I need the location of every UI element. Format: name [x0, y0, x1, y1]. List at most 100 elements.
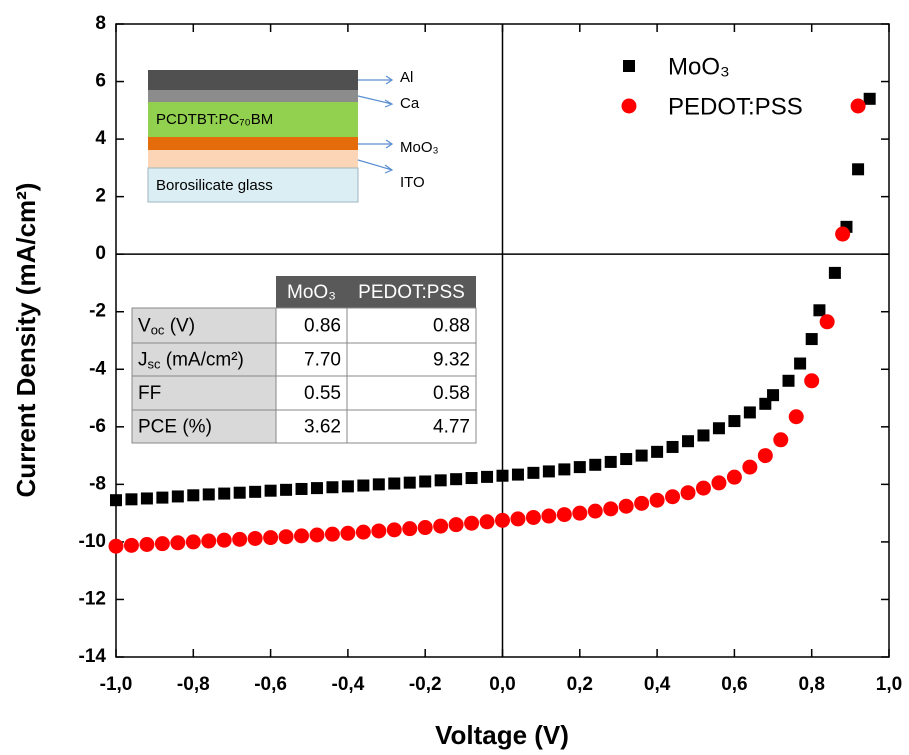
y-tick-label: 6 — [95, 71, 106, 92]
point — [511, 468, 524, 481]
point — [123, 537, 139, 553]
table-label-cell — [131, 307, 277, 344]
point — [402, 521, 418, 537]
point — [417, 520, 433, 536]
table-row-label: Jsc (mA/cm²) — [138, 350, 244, 372]
point — [712, 422, 725, 435]
point — [340, 525, 356, 541]
layer-al — [148, 70, 358, 90]
layer-label: PCDTBT:PC₇₀BM — [156, 111, 273, 128]
table-value: 0.88 — [433, 316, 470, 337]
x-tick-label: -1,0 — [100, 674, 133, 695]
point — [496, 469, 509, 482]
point — [202, 488, 215, 501]
point — [665, 489, 681, 505]
label-part: V — [138, 316, 151, 337]
point — [403, 476, 416, 489]
y-tick-label: 4 — [95, 128, 106, 149]
point — [278, 529, 294, 545]
point — [620, 453, 633, 466]
point — [310, 482, 323, 495]
point — [170, 535, 186, 551]
table-value: 3.62 — [304, 417, 341, 438]
pointer-arrows — [357, 75, 394, 174]
table-header: MoO₃ — [287, 282, 336, 303]
point — [634, 495, 650, 511]
y-tick-label: -2 — [89, 301, 106, 322]
point — [355, 524, 371, 540]
point — [697, 429, 710, 442]
point — [216, 532, 232, 548]
table-row-label: PCE (%) — [138, 417, 212, 438]
x-tick-label: 0,2 — [567, 674, 593, 695]
point — [448, 517, 464, 533]
layer-glass — [147, 167, 359, 203]
point — [835, 226, 851, 242]
point — [371, 523, 387, 539]
table-row-label: FF — [138, 383, 161, 404]
point — [324, 526, 340, 542]
point — [604, 455, 617, 468]
table-cell — [346, 342, 477, 377]
label-part: (V) — [164, 316, 195, 337]
layer-ito — [148, 150, 358, 168]
layer-ca — [148, 90, 358, 102]
layer-label: ITO — [400, 174, 425, 191]
point — [510, 511, 526, 527]
point — [201, 533, 217, 549]
table-value: 9.32 — [433, 350, 470, 371]
point — [743, 406, 756, 419]
y-tick-label: -6 — [89, 416, 106, 437]
point — [773, 432, 789, 448]
point — [794, 357, 807, 370]
x-tick-label: 0,6 — [721, 674, 747, 695]
y-tick-label: 8 — [95, 13, 106, 34]
point — [218, 487, 231, 500]
point — [556, 507, 572, 523]
point — [386, 522, 402, 538]
table-row-label: Voc (V) — [138, 316, 195, 338]
layer-diagram: Al Ca PCDTBT:PC₇₀BM MoO₃ ITO Borosilicat… — [147, 69, 439, 203]
point — [863, 92, 876, 105]
point — [495, 512, 510, 528]
point — [828, 266, 841, 279]
point — [805, 333, 818, 346]
x-tick-label: 0,0 — [489, 674, 515, 695]
point — [635, 449, 648, 462]
point — [249, 485, 262, 498]
point — [125, 493, 138, 506]
point — [742, 459, 758, 475]
point — [110, 494, 122, 507]
point — [280, 483, 293, 496]
point — [233, 486, 246, 499]
layer-moo3 — [148, 137, 358, 150]
table-cell — [346, 409, 477, 444]
layer-label: Al — [400, 69, 413, 86]
table-cell — [275, 409, 348, 444]
label-part: (mA/cm²) — [161, 350, 244, 371]
legend-marker — [623, 60, 635, 72]
point — [813, 304, 826, 317]
point — [263, 530, 279, 546]
table-value: 0.86 — [304, 316, 341, 337]
point — [788, 409, 804, 425]
x-tick-label: 1,0 — [876, 674, 902, 695]
table-value: 0.58 — [433, 383, 470, 404]
layer-active — [148, 102, 358, 137]
label-part: PCE (%) — [138, 417, 212, 438]
point — [728, 415, 741, 428]
point — [782, 374, 795, 387]
point — [852, 163, 865, 176]
point — [711, 475, 727, 491]
point — [525, 509, 541, 525]
y-tick-label: -8 — [89, 473, 106, 494]
point — [372, 478, 385, 491]
y-tick-label: -14 — [79, 646, 107, 667]
point — [465, 472, 478, 485]
y-tick-label: -10 — [79, 531, 106, 552]
legend-marker — [621, 98, 637, 114]
point — [589, 458, 602, 471]
point — [295, 482, 308, 495]
table-cell — [346, 375, 477, 411]
point — [419, 475, 432, 488]
